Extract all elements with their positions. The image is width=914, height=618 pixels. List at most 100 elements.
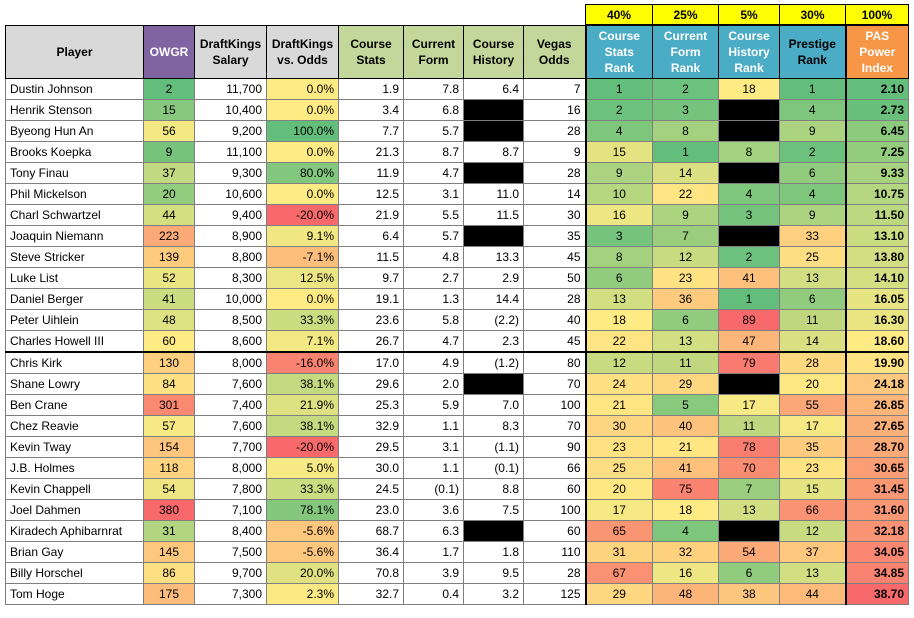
prestige-rank-cell[interactable]: 35 (779, 436, 846, 458)
course-stats-rank-cell[interactable]: 20 (584, 478, 653, 500)
player-name[interactable]: Henrik Stenson (5, 99, 144, 121)
current-form-cell[interactable]: 5.7 (403, 225, 464, 247)
player-name[interactable]: Joaquin Niemann (5, 225, 144, 247)
course-history-cell[interactable] (463, 162, 524, 184)
prestige-rank-cell[interactable]: 25 (779, 246, 846, 268)
player-name[interactable]: Brooks Koepka (5, 141, 144, 163)
player-name[interactable]: Dustin Johnson (5, 78, 144, 100)
owgr-cell[interactable]: 130 (143, 351, 195, 374)
vegas-odds-cell[interactable]: 7 (523, 78, 586, 100)
salary-cell[interactable]: 11,100 (194, 141, 267, 163)
owgr-cell[interactable]: 118 (143, 457, 195, 479)
header-current-form-rank[interactable]: Current Form Rank (652, 25, 719, 79)
course-history-rank-cell[interactable] (718, 162, 780, 184)
current-form-rank-cell[interactable]: 2 (652, 78, 719, 100)
prestige-rank-cell[interactable]: 6 (779, 288, 846, 310)
owgr-cell[interactable]: 54 (143, 478, 195, 500)
owgr-cell[interactable]: 31 (143, 520, 195, 542)
pas-power-index-cell[interactable]: 13.10 (844, 225, 909, 247)
course-stats-cell[interactable]: 21.9 (338, 204, 404, 226)
pas-power-index-cell[interactable]: 7.25 (844, 141, 909, 163)
course-history-rank-cell[interactable]: 79 (718, 351, 780, 374)
current-form-cell[interactable]: 2.7 (403, 267, 464, 289)
pas-power-index-cell[interactable]: 2.10 (844, 78, 909, 100)
course-history-rank-cell[interactable]: 8 (718, 141, 780, 163)
salary-cell[interactable]: 7,600 (194, 415, 267, 437)
course-stats-rank-cell[interactable]: 13 (584, 288, 653, 310)
course-stats-cell[interactable]: 70.8 (338, 562, 404, 584)
vs-odds-cell[interactable]: 0.0% (266, 78, 339, 100)
course-stats-cell[interactable]: 25.3 (338, 394, 404, 416)
course-history-cell[interactable] (463, 99, 524, 121)
course-stats-rank-cell[interactable]: 3 (584, 225, 653, 247)
course-history-rank-cell[interactable]: 54 (718, 541, 780, 563)
prestige-rank-cell[interactable]: 13 (779, 267, 846, 289)
course-stats-cell[interactable]: 26.7 (338, 330, 404, 353)
owgr-cell[interactable]: 175 (143, 583, 195, 605)
course-history-cell[interactable]: 2.9 (463, 267, 524, 289)
course-stats-cell[interactable]: 68.7 (338, 520, 404, 542)
owgr-cell[interactable]: 37 (143, 162, 195, 184)
player-name[interactable]: Luke List (5, 267, 144, 289)
header-owgr[interactable]: OWGR (143, 25, 195, 79)
pas-power-index-cell[interactable]: 11.50 (844, 204, 909, 226)
vs-odds-cell[interactable]: 0.0% (266, 99, 339, 121)
vs-odds-cell[interactable]: 0.0% (266, 288, 339, 310)
owgr-cell[interactable]: 301 (143, 394, 195, 416)
vs-odds-cell[interactable]: -5.6% (266, 520, 339, 542)
course-history-cell[interactable] (463, 225, 524, 247)
course-stats-cell[interactable]: 7.7 (338, 120, 404, 142)
player-name[interactable]: Byeong Hun An (5, 120, 144, 142)
course-history-cell[interactable]: (0.1) (463, 457, 524, 479)
vegas-odds-cell[interactable]: 35 (523, 225, 586, 247)
player-name[interactable]: Kiradech Aphibarnrat (5, 520, 144, 542)
current-form-rank-cell[interactable]: 48 (652, 583, 719, 605)
vegas-odds-cell[interactable]: 28 (523, 162, 586, 184)
salary-cell[interactable]: 7,400 (194, 394, 267, 416)
pas-power-index-cell[interactable]: 34.85 (844, 562, 909, 584)
prestige-rank-cell[interactable]: 55 (779, 394, 846, 416)
course-history-cell[interactable] (463, 120, 524, 142)
course-history-cell[interactable]: (1.2) (463, 351, 524, 374)
owgr-cell[interactable]: 56 (143, 120, 195, 142)
pas-power-index-cell[interactable]: 34.05 (844, 541, 909, 563)
course-history-cell[interactable]: 7.5 (463, 499, 524, 521)
salary-cell[interactable]: 10,400 (194, 99, 267, 121)
course-history-cell[interactable]: 14.4 (463, 288, 524, 310)
salary-cell[interactable]: 11,700 (194, 78, 267, 100)
current-form-cell[interactable]: 4.9 (403, 351, 464, 374)
course-stats-cell[interactable]: 3.4 (338, 99, 404, 121)
prestige-rank-cell[interactable]: 17 (779, 415, 846, 437)
current-form-cell[interactable]: (0.1) (403, 478, 464, 500)
current-form-cell[interactable]: 5.8 (403, 309, 464, 331)
course-stats-cell[interactable]: 30.0 (338, 457, 404, 479)
player-name[interactable]: Steve Stricker (5, 246, 144, 268)
course-stats-cell[interactable]: 6.4 (338, 225, 404, 247)
pas-power-index-cell[interactable]: 16.30 (844, 309, 909, 331)
player-name[interactable]: Daniel Berger (5, 288, 144, 310)
course-history-rank-cell[interactable]: 47 (718, 330, 780, 353)
pas-power-index-cell[interactable]: 38.70 (844, 583, 909, 605)
course-stats-rank-cell[interactable]: 17 (584, 499, 653, 521)
current-form-cell[interactable]: 4.8 (403, 246, 464, 268)
current-form-rank-cell[interactable]: 5 (652, 394, 719, 416)
header-vegas-odds[interactable]: Vegas Odds (523, 25, 586, 79)
pas-power-index-cell[interactable]: 14.10 (844, 267, 909, 289)
owgr-cell[interactable]: 48 (143, 309, 195, 331)
prestige-rank-cell[interactable]: 14 (779, 330, 846, 353)
salary-cell[interactable]: 9,300 (194, 162, 267, 184)
course-history-rank-cell[interactable] (718, 373, 780, 395)
current-form-cell[interactable]: 7.8 (403, 78, 464, 100)
vs-odds-cell[interactable]: 7.1% (266, 330, 339, 353)
prestige-rank-cell[interactable]: 11 (779, 309, 846, 331)
pas-power-index-cell[interactable]: 31.45 (844, 478, 909, 500)
salary-cell[interactable]: 8,000 (194, 457, 267, 479)
salary-cell[interactable]: 10,000 (194, 288, 267, 310)
prestige-rank-cell[interactable]: 28 (779, 351, 846, 374)
current-form-rank-cell[interactable]: 14 (652, 162, 719, 184)
course-stats-rank-cell[interactable]: 22 (584, 330, 653, 353)
pas-power-index-cell[interactable]: 27.65 (844, 415, 909, 437)
prestige-rank-cell[interactable]: 37 (779, 541, 846, 563)
vegas-odds-cell[interactable]: 9 (523, 141, 586, 163)
prestige-rank-cell[interactable]: 1 (779, 78, 846, 100)
